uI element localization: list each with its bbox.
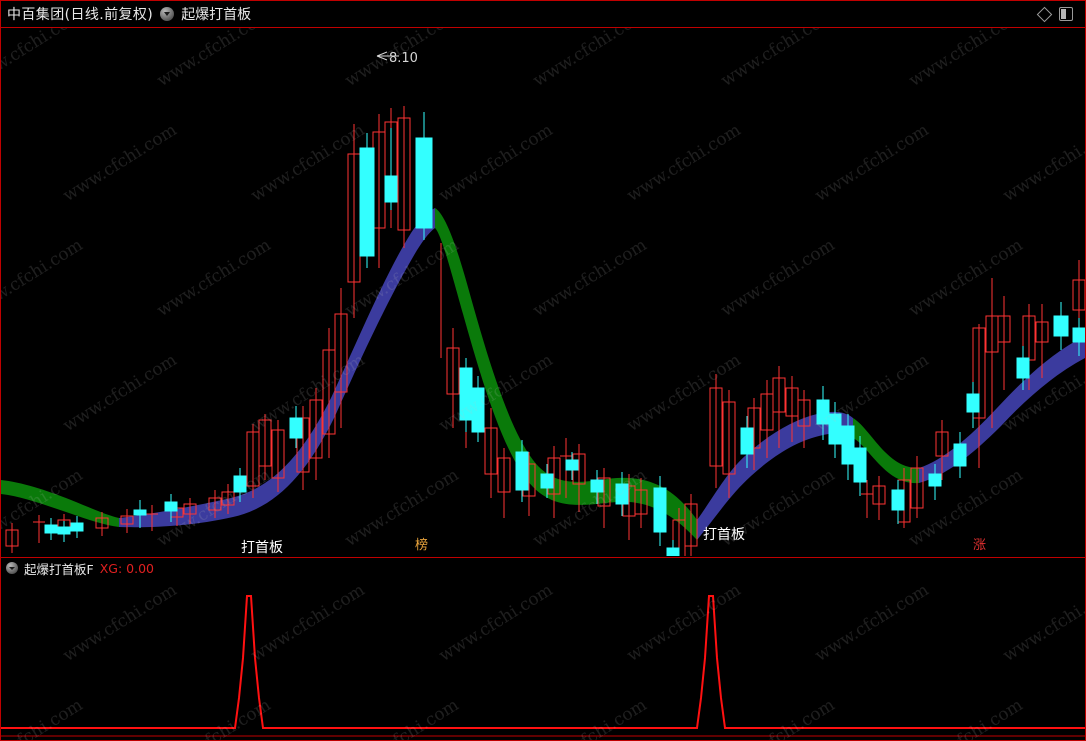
- signal-line: [1, 595, 1085, 729]
- page-title: 中百集团(日线.前复权): [7, 7, 154, 23]
- indicator-title: 起爆打首板: [181, 7, 252, 23]
- ribbon-down-dip: [853, 418, 919, 484]
- subpane-indicator-name: 起爆打首板F: [24, 561, 94, 577]
- high-price-marker: 8.10: [376, 51, 418, 66]
- candle-series: [5, 106, 1085, 556]
- panel-layout-icon[interactable]: [1059, 7, 1073, 21]
- ribbon-down-fall: [435, 208, 697, 540]
- high-price-label: 8.10: [389, 51, 418, 66]
- title-bar: 中百集团(日线.前复权) 起爆打首板: [1, 1, 1085, 28]
- signal-label-1: 打首板: [241, 539, 283, 556]
- signal-indicator-pane[interactable]: [1, 578, 1085, 740]
- signal-indicator-svg: [1, 595, 1085, 737]
- titlebar-controls: [1036, 6, 1079, 22]
- candlestick-svg: 8.10 4.59 打首板 打首板: [1, 51, 1085, 556]
- x-axis-strip: 榜 涨: [1, 536, 1085, 558]
- chevron-down-circle-icon[interactable]: [6, 562, 18, 574]
- diamond-icon[interactable]: [1036, 6, 1053, 22]
- ribbon-down-left: [1, 480, 119, 527]
- subpane-value: XG: 0.00: [99, 560, 154, 576]
- axis-tag-bang: 榜: [415, 538, 429, 553]
- ribbon-up-rise: [119, 208, 435, 528]
- signal-label-2: 打首板: [703, 526, 745, 543]
- ribbon-up-rise3: [919, 336, 1085, 483]
- chevron-down-circle-icon[interactable]: [160, 7, 175, 21]
- subpane-header: 起爆打首板F XG: 0.00: [1, 559, 1085, 577]
- price-chart-pane[interactable]: 8.10 4.59 打首板 打首板: [1, 28, 1085, 556]
- axis-tag-zhang: 涨: [973, 538, 987, 553]
